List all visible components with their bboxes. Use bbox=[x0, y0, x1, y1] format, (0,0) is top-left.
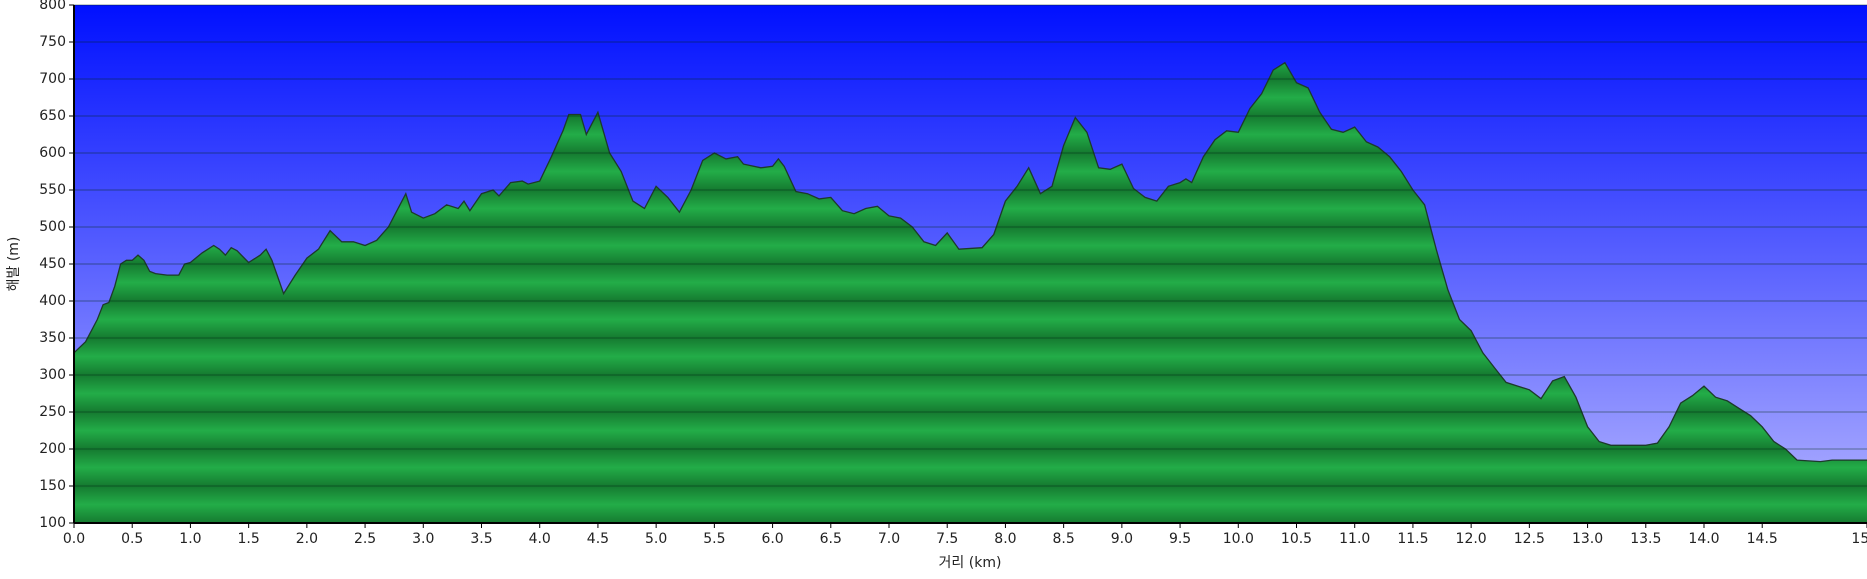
y-tick-label: 100 bbox=[39, 515, 66, 531]
x-tick-label: 1.5 bbox=[238, 531, 260, 547]
x-tick-label: 12.0 bbox=[1456, 531, 1487, 547]
x-axis-title: 거리 (km) bbox=[939, 555, 1002, 571]
y-tick-label: 500 bbox=[39, 219, 66, 235]
x-tick-label: 9.5 bbox=[1169, 531, 1191, 547]
x-tick-label: 3.5 bbox=[470, 531, 492, 547]
x-tick-label: 9.0 bbox=[1111, 531, 1133, 547]
x-tick-label: 2.5 bbox=[354, 531, 376, 547]
y-tick-label: 150 bbox=[39, 478, 66, 494]
elevation-line bbox=[73, 61, 1867, 463]
y-tick-label: 350 bbox=[39, 330, 66, 346]
elevation-area bbox=[74, 62, 1867, 523]
y-tick-label: 250 bbox=[39, 404, 66, 420]
x-tick-label: 7.5 bbox=[936, 531, 958, 547]
y-tick-label: 300 bbox=[39, 367, 66, 383]
y-tick-label: 200 bbox=[39, 441, 66, 457]
x-tick-label: 13.0 bbox=[1572, 531, 1603, 547]
y-tick-label: 650 bbox=[39, 108, 66, 124]
x-tick-label: 0.5 bbox=[121, 531, 143, 547]
x-tick-label: 3.0 bbox=[412, 531, 434, 547]
x-tick-label: 5.0 bbox=[645, 531, 667, 547]
x-tick-label: 10.5 bbox=[1281, 531, 1312, 547]
x-tick-label: 11.0 bbox=[1339, 531, 1370, 547]
y-tick-label: 550 bbox=[39, 182, 66, 198]
x-tick-label: 14.5 bbox=[1747, 531, 1778, 547]
y-tick-label: 800 bbox=[39, 0, 66, 13]
x-tick-label: 13.5 bbox=[1630, 531, 1661, 547]
x-tick-label: 10.0 bbox=[1223, 531, 1254, 547]
x-tick-label: 12.5 bbox=[1514, 531, 1545, 547]
x-tick-label: 0.0 bbox=[63, 531, 85, 547]
y-axis-title: 해발 (m) bbox=[6, 237, 22, 292]
x-tick-label: 6.5 bbox=[820, 531, 842, 547]
x-tick-label: 4.0 bbox=[529, 531, 551, 547]
x-tick-label: 11.5 bbox=[1397, 531, 1428, 547]
x-tick-label: 2.0 bbox=[296, 531, 318, 547]
x-tick-label: 1.0 bbox=[179, 531, 201, 547]
y-tick-label: 450 bbox=[39, 256, 66, 272]
y-tick-label: 700 bbox=[39, 71, 66, 87]
x-tick-label: 5.5 bbox=[703, 531, 725, 547]
y-tick-label: 750 bbox=[39, 34, 66, 50]
x-tick-label: 8.0 bbox=[994, 531, 1016, 547]
x-tick-label: 7.0 bbox=[878, 531, 900, 547]
x-tick-label: 6.0 bbox=[761, 531, 783, 547]
x-tick-label: 4.5 bbox=[587, 531, 609, 547]
x-tick-label: 15.4 bbox=[1851, 531, 1867, 547]
x-tick-label: 8.5 bbox=[1053, 531, 1075, 547]
y-tick-label: 400 bbox=[39, 293, 66, 309]
y-tick-label: 600 bbox=[39, 145, 66, 161]
x-tick-label: 14.0 bbox=[1688, 531, 1719, 547]
